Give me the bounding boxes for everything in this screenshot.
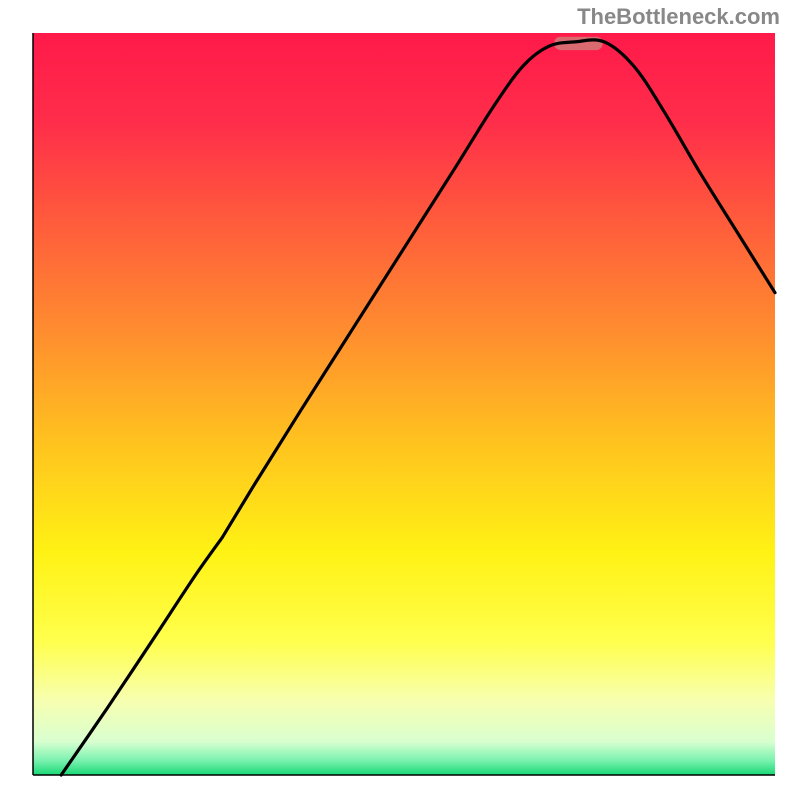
watermark-text: TheBottleneck.com bbox=[577, 4, 780, 30]
bottleneck-chart bbox=[0, 0, 800, 800]
chart-container: TheBottleneck.com bbox=[0, 0, 800, 800]
gradient-background bbox=[33, 33, 775, 775]
